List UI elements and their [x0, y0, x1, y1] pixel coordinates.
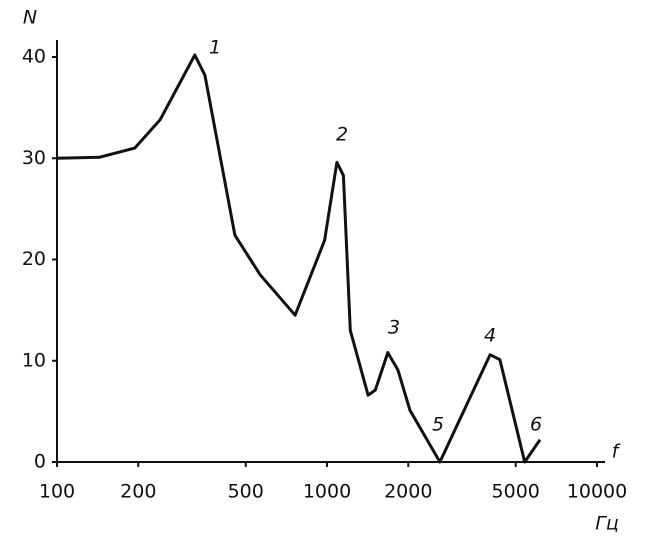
x-tick-label: 200	[120, 481, 156, 503]
peak-annotation: 6	[530, 414, 542, 436]
x-tick-label: 100	[39, 481, 75, 503]
peak-annotation: 5	[432, 414, 444, 436]
data-line	[56, 53, 542, 464]
peak-annotation: 1	[209, 37, 221, 59]
x-tick-label: 500	[228, 481, 264, 503]
x-tick-label: 5000	[492, 481, 540, 503]
peak-annotation: 4	[484, 325, 496, 347]
peak-annotation: 2	[336, 124, 348, 146]
x-axis-label: f	[612, 441, 622, 463]
y-tick-label: 40	[22, 46, 46, 68]
y-axis-label: N	[23, 7, 37, 29]
x-tick-label: 2000	[384, 481, 432, 503]
y-tick-label: 0	[34, 451, 46, 473]
x-tick-label: 1000	[303, 481, 351, 503]
y-tick-label: 20	[22, 248, 46, 270]
x-unit-label: Гц	[595, 513, 619, 535]
x-tick-label: 10000	[567, 481, 627, 503]
peak-annotation: 3	[388, 317, 400, 339]
y-tick-label: 30	[22, 147, 46, 169]
y-tick-label: 10	[22, 349, 46, 371]
